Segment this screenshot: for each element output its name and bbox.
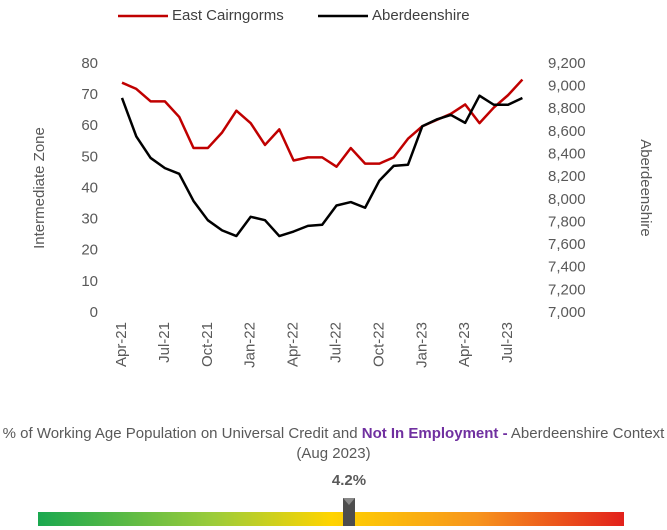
series-line — [121, 78, 524, 168]
y2-tick-label: 7,400 — [548, 259, 586, 276]
y-tick-label: 60 — [81, 117, 98, 134]
gauge-title-bold: Not In Employment - — [361, 425, 508, 442]
x-tick-label: Jan-23 — [413, 322, 430, 368]
y2-tick-label: 8,000 — [548, 191, 586, 208]
y-axis-label: Intermediate Zone — [31, 127, 48, 249]
y-tick-label: 0 — [90, 304, 98, 321]
gauge-marker-tip — [343, 498, 355, 505]
legend-label: East Cairngorms — [172, 7, 284, 24]
legend-label: Aberdeenshire — [372, 7, 470, 24]
x-tick-label: Jan-22 — [242, 322, 259, 368]
y-tick-label: 20 — [81, 242, 98, 259]
y2-tick-label: 8,600 — [548, 123, 586, 140]
y-tick-label: 80 — [81, 55, 98, 72]
gauge-marker — [343, 498, 355, 526]
x-tick-label: Apr-23 — [456, 322, 473, 367]
x-tick-label: Jul-23 — [499, 322, 516, 363]
gauge-value: 4.2% — [332, 472, 366, 489]
x-tick-label: Apr-22 — [285, 322, 302, 367]
y-tick-label: 70 — [81, 86, 98, 103]
y2-axis-label: Aberdeenshire — [637, 139, 654, 237]
y-tick-label: 30 — [81, 211, 98, 228]
y2-tick-label: 8,800 — [548, 100, 586, 117]
gauge-title: % of Working Age Population on Universal… — [0, 424, 667, 464]
y2-tick-label: 7,000 — [548, 304, 586, 321]
y2-tick-label: 7,600 — [548, 236, 586, 253]
y2-tick-label: 7,200 — [548, 281, 586, 298]
x-tick-label: Jul-22 — [327, 322, 344, 363]
x-tick-label: Oct-22 — [370, 322, 387, 367]
gauge: 4.2% — [38, 472, 624, 526]
y-tick-label: 50 — [81, 148, 98, 165]
y2-tick-label: 9,000 — [548, 78, 586, 95]
y2-tick-label: 9,200 — [548, 55, 586, 72]
y-tick-label: 40 — [81, 179, 98, 196]
x-tick-label: Oct-21 — [199, 322, 216, 367]
y-tick-label: 10 — [81, 273, 98, 290]
gauge-bar — [38, 512, 624, 526]
gauge-title-text: % of Working Age Population on Universal… — [2, 425, 362, 442]
chart: Intermediate Zone Aberdeenshire 0 10 20 30 4… — [31, 7, 654, 368]
x-tick-label: Apr-21 — [113, 322, 130, 367]
y2-tick-label: 8,200 — [548, 168, 586, 185]
series-line — [120, 94, 523, 238]
gauge-title-text: Aberdeenshire Context (Aug 2023) — [296, 425, 665, 462]
x-tick-label: Jul-21 — [156, 322, 173, 363]
y2-tick-label: 7,800 — [548, 213, 586, 230]
y2-tick-label: 8,400 — [548, 146, 586, 163]
